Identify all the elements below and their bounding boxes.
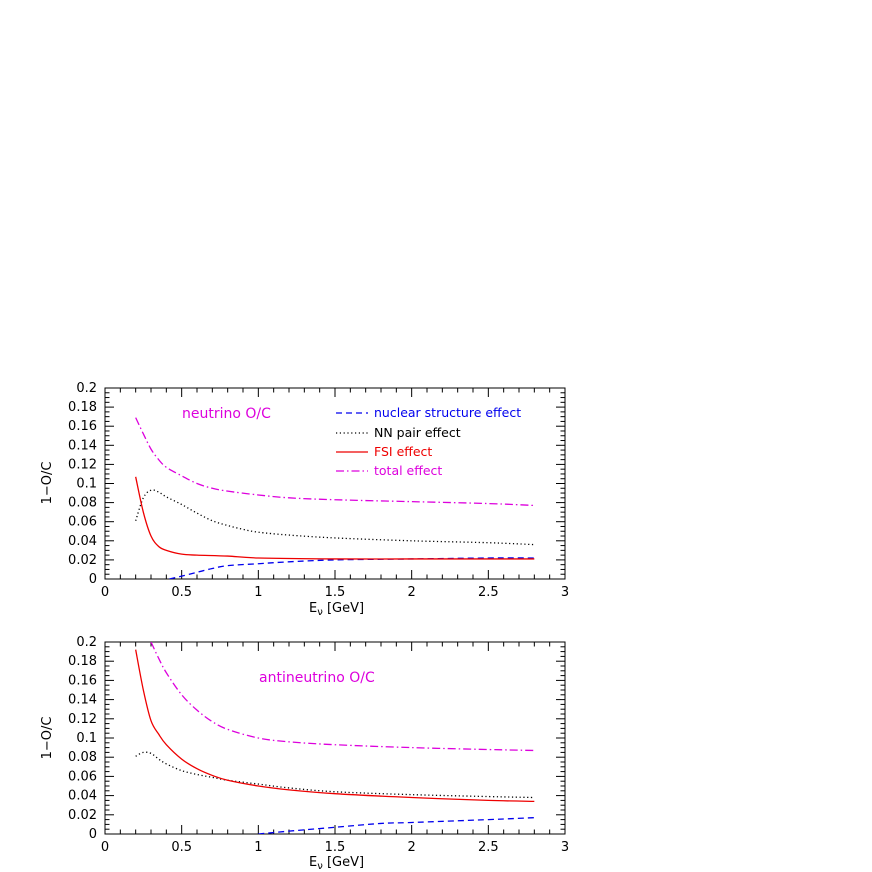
x-tick-label: 1.5 — [325, 585, 346, 600]
x-tick-label: 0 — [101, 840, 109, 855]
y-tick-label: 0 — [89, 572, 97, 587]
y-tick-label: 0.06 — [68, 769, 97, 784]
y-tick-label: 0.12 — [68, 457, 97, 472]
x-axis-label-main: E — [309, 601, 317, 616]
x-axis-label: Eν [GeV] — [309, 601, 364, 618]
y-tick-label: 0.16 — [68, 419, 97, 434]
x-tick-label: 0 — [101, 585, 109, 600]
x-axis-label-subscript: ν — [317, 607, 323, 618]
x-tick-label: 2 — [408, 585, 416, 600]
x-axis-label-subscript: ν — [317, 861, 323, 872]
legend-label-nuclear: nuclear structure effect — [374, 405, 521, 420]
y-tick-label: 0.18 — [68, 400, 97, 415]
x-axis-label-unit: [GeV] — [323, 855, 364, 870]
panel-antineutrino: 00.020.040.060.080.10.120.140.160.180.2 … — [40, 635, 569, 872]
y-axis-label: 1−O/C — [40, 462, 55, 505]
y-tick-label: 0.1 — [76, 731, 97, 746]
x-tick-label: 0.5 — [171, 585, 192, 600]
series-line-nuclear-structure-effect — [169, 557, 535, 579]
series-group — [135, 642, 535, 834]
y-tick-label: 0.04 — [68, 534, 97, 549]
x-tick-label: 1 — [254, 840, 262, 855]
y-tick-label: 0.08 — [68, 750, 97, 765]
series-line-nn-pair-effect — [135, 489, 535, 546]
series-line-nuclear-structure-effect — [258, 817, 535, 834]
series-line-fsi-effect — [135, 649, 535, 803]
y-axis: 0 0.02 0.04 0.06 0.08 0.1 0.12 0.14 0.16 0.18 0.2 — [68, 381, 565, 587]
x-tick-label: 2.5 — [478, 840, 499, 855]
y-tick-label: 0.02 — [68, 808, 97, 823]
x-tick-label: 0.5 — [171, 840, 192, 855]
y-tick-label: 0.04 — [68, 789, 97, 804]
x-tick-label: 1 — [254, 585, 262, 600]
x-tick-label: 3 — [561, 840, 569, 855]
x-tick-label: 2 — [408, 840, 416, 855]
y-tick-label: 0.02 — [68, 553, 97, 568]
x-tick-label: 1.5 — [325, 840, 346, 855]
legend-label-nn: NN pair effect — [374, 425, 461, 440]
y-tick-label: 0.18 — [68, 654, 97, 669]
x-axis-label: Eν [GeV] — [309, 855, 364, 872]
x-axis: 0 0.5 1 1.5 2 2.5 3 — [101, 388, 569, 600]
panel-title: antineutrino O/C — [259, 670, 375, 686]
y-tick-label: 0.14 — [68, 693, 97, 708]
y-tick-label: 0.2 — [76, 635, 97, 650]
series-line-total-effect — [150, 642, 535, 752]
legend-label-total: total effect — [374, 463, 442, 478]
y-axis-label: 1−O/C — [40, 717, 55, 760]
panel-title: neutrino O/C — [182, 406, 271, 422]
x-axis-label-unit: [GeV] — [323, 601, 364, 616]
y-tick-label: 0.08 — [68, 496, 97, 511]
y-tick-label: 0.14 — [68, 438, 97, 453]
y-tick-label: 0.2 — [76, 381, 97, 396]
y-axis: 0 0.02 0.04 0.06 0.08 0.1 0.12 0.14 0.16 0.18 0.2 — [68, 635, 565, 842]
y-tick-label: 0.16 — [68, 673, 97, 688]
series-line-total-effect — [135, 417, 535, 507]
legend: nuclear structure effect NN pair effect … — [336, 405, 521, 478]
panel-neutrino: 00.020.040.060.080.10.120.140.160.180.2 … — [40, 381, 569, 618]
y-tick-label: 0.06 — [68, 515, 97, 530]
x-axis: 0 0.5 1 1.5 2 2.5 3 — [101, 642, 569, 855]
y-tick-label: 0.12 — [68, 712, 97, 727]
legend-label-fsi: FSI effect — [374, 444, 432, 459]
y-tick-label: 0 — [89, 827, 97, 842]
y-tick-label: 0.1 — [76, 477, 97, 492]
x-tick-label: 3 — [561, 585, 569, 600]
x-tick-label: 2.5 — [478, 585, 499, 600]
x-axis-label-main: E — [309, 855, 317, 870]
series-group — [135, 417, 535, 579]
series-line-fsi-effect — [135, 476, 535, 560]
series-line-nn-pair-effect — [135, 751, 535, 799]
